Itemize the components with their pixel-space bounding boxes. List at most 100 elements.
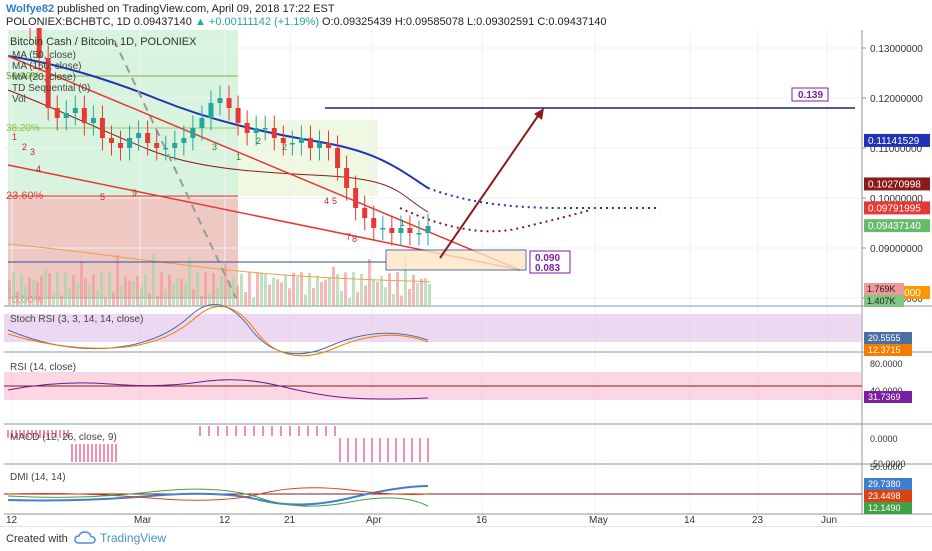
volume-bar [44, 269, 47, 306]
macd-tick: 0.0000 [870, 434, 898, 444]
zone-bottom-label: 0.083 [535, 263, 560, 274]
volume-bar [276, 279, 279, 306]
volume-bar [404, 254, 407, 306]
volume-bar [268, 284, 271, 306]
candle-body [280, 138, 286, 143]
volume-bar [280, 282, 283, 306]
fib-label-50: 50.00% [6, 71, 40, 82]
volume-bar [152, 254, 155, 306]
volume-bar [332, 266, 335, 306]
td-count-label: 4 [36, 164, 41, 174]
rsi-tick: 80.0000 [870, 359, 903, 369]
volume-bar [184, 283, 187, 306]
drawings[interactable]: 0.139 0.0900.083 [7, 55, 855, 274]
volume-bar [244, 292, 247, 306]
created-with-text: Created with [6, 533, 68, 545]
target-label-box [791, 87, 829, 102]
candle-body [344, 168, 350, 188]
chart-canvas[interactable]: 50.00%38.20%23.60%0.00% 0.1390.0900.083 … [0, 28, 932, 526]
fib-label-236: 23.60% [6, 190, 44, 202]
volume-bar [176, 278, 179, 306]
stoch-band [4, 314, 862, 342]
volume-bar [80, 261, 83, 306]
volume-bar [48, 273, 51, 306]
chart-header: Wolfye82 published on TradingView.com, A… [0, 0, 932, 28]
candle-body [72, 108, 78, 113]
publish-line: Wolfye82 published on TradingView.com, A… [6, 3, 335, 15]
footer: Created with TradingView [0, 526, 932, 551]
volume-bar [232, 276, 235, 306]
dmi-plus-line [7, 488, 429, 507]
author-name[interactable]: Wolfye82 [6, 3, 55, 15]
fib-retracement[interactable]: 50.00% 38.20% 23.60% 0.00% [6, 71, 238, 306]
candle-body [118, 143, 124, 148]
td-count-label: 2 [256, 136, 261, 146]
rsi-badge-label: 31.7369 [868, 392, 901, 402]
volume-bar [356, 291, 359, 306]
candle-body [398, 228, 404, 233]
volume-bar [260, 272, 263, 306]
dmi-tick: 50.0000 [870, 462, 903, 472]
volume-badge-label: 1.769K [867, 284, 896, 294]
price-badge [864, 201, 930, 215]
candle-body [425, 226, 431, 233]
dmi-title: DMI (14, 14) [10, 472, 66, 483]
candle-body [154, 143, 160, 148]
time-axis[interactable]: 12 Mar 12 21 Apr 16 May 14 23 Jun [6, 515, 837, 526]
td-count-label: 9 [132, 188, 137, 198]
candle-body [63, 113, 69, 118]
volume-bar [100, 272, 103, 306]
time-axis-label: Mar [134, 515, 152, 526]
volume-bar [96, 290, 99, 306]
volume-bar [196, 272, 199, 306]
volume-bar [52, 294, 55, 306]
volume-bar [352, 272, 355, 306]
volume-bar [120, 286, 123, 306]
price-tick-label: 0.11000000 [870, 144, 923, 155]
candle-body [244, 123, 250, 133]
dmi-adx-line [7, 485, 429, 506]
candle-body [127, 138, 133, 148]
volume-bar [192, 289, 195, 306]
volume-bar [12, 272, 15, 306]
volume-bar [72, 275, 75, 306]
volume-bar [320, 282, 323, 306]
volume-bar [124, 276, 127, 306]
arrowhead-icon [534, 108, 544, 120]
candle-body [45, 58, 51, 108]
price-axis[interactable]: 0.160000000.150000000.140000000.13000000… [862, 28, 930, 307]
volume-bar [40, 275, 43, 306]
candle-body [326, 143, 332, 148]
moving-averages [7, 39, 660, 299]
cloud-icon [74, 531, 96, 544]
volume-bar [208, 293, 211, 306]
tradingview-logo[interactable]: TradingView [74, 531, 166, 545]
volume-bar [220, 276, 223, 306]
volume-bar [200, 295, 203, 306]
candle-body [416, 233, 422, 235]
volume-bar [212, 273, 215, 306]
volume-bar [392, 293, 395, 306]
volume-bar [248, 272, 251, 306]
stoch-badge-label: 20.5555 [868, 333, 901, 343]
price-badge-label: 0.09791995 [868, 203, 921, 214]
candle-body [136, 133, 142, 138]
td-count-label: 5 [100, 192, 105, 202]
candle-body [99, 118, 105, 138]
time-axis-label: Apr [366, 515, 382, 526]
volume-bar [180, 278, 183, 306]
volume-bar [316, 275, 319, 306]
td-count-label: 7 [346, 232, 351, 242]
volume-bar [168, 274, 171, 306]
candle-body [172, 143, 178, 148]
volume-bar [112, 292, 115, 306]
time-axis-label: 12 [219, 515, 231, 526]
td-count-label: 2 [282, 142, 287, 152]
price-badge [864, 219, 930, 233]
dmi-badge-label: 29.7380 [868, 479, 901, 489]
candle-body [253, 128, 259, 133]
volume-bar [224, 263, 227, 306]
volume-bar [284, 275, 287, 306]
td-count-label: 4 [324, 196, 329, 206]
td-count-label: 1 [236, 152, 241, 162]
